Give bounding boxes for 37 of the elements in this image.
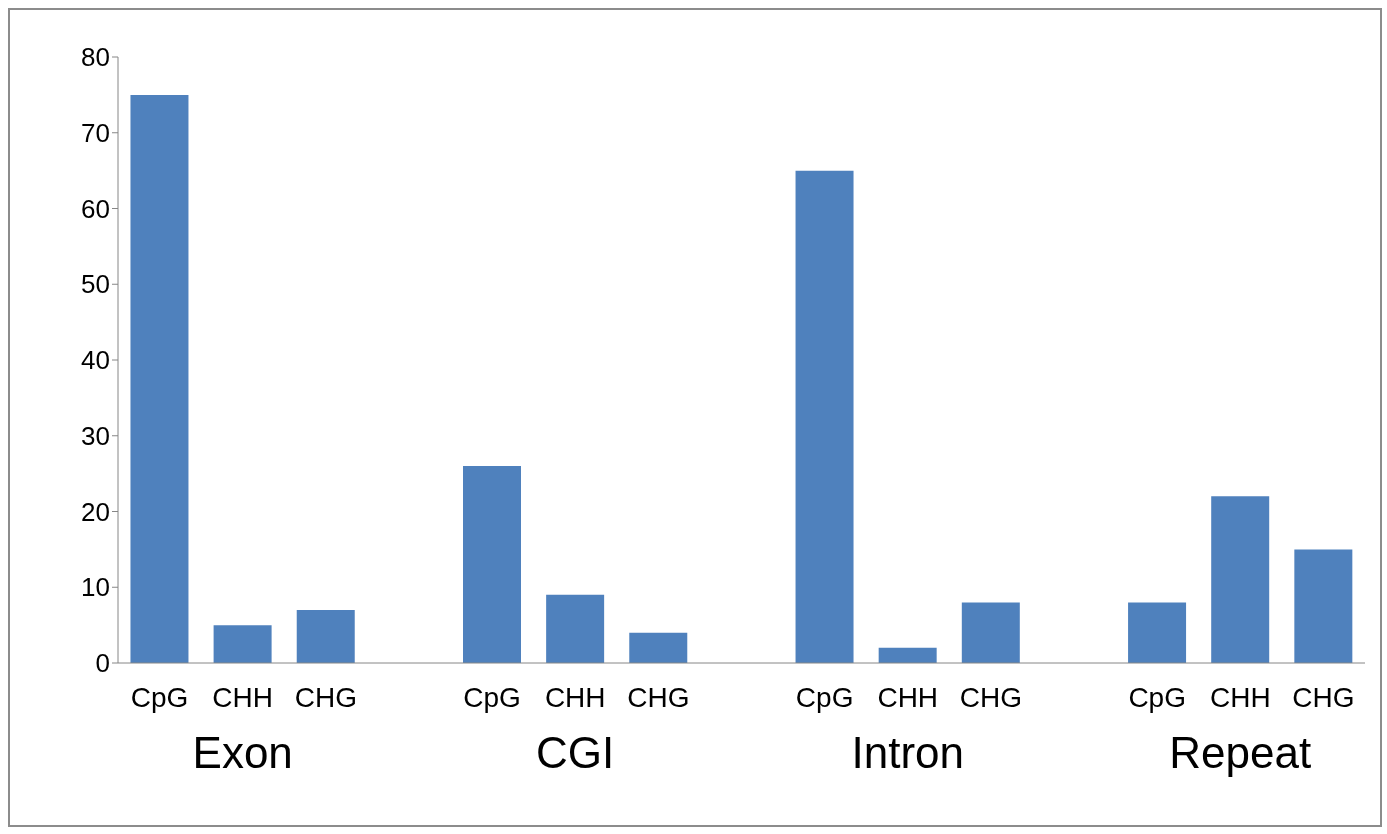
x-tick-label: CpG <box>795 681 854 713</box>
y-tick-label: 0 <box>95 648 110 679</box>
x-tick-label: CHH <box>877 681 939 713</box>
bar <box>130 94 189 663</box>
text: CGI <box>535 728 616 778</box>
bar <box>546 594 605 663</box>
bar <box>463 466 521 663</box>
x-tick-label: CHH <box>544 681 606 713</box>
text: Intron <box>850 728 965 778</box>
y-tick-label: 30 <box>81 420 110 451</box>
bar <box>629 632 688 663</box>
x-tick-label: CHG <box>1292 681 1355 713</box>
x-tick-label: CHG <box>627 681 690 713</box>
x-tick-label: CpG <box>463 681 521 713</box>
x-tick-label: CHG <box>959 681 1023 713</box>
bar <box>961 602 1020 663</box>
y-tick-label: 70 <box>81 117 110 148</box>
y-tick-label: 50 <box>81 269 110 300</box>
bar <box>795 170 854 663</box>
y-tick-label: 80 <box>81 42 110 73</box>
bar <box>213 625 272 663</box>
x-tick-label: CpG <box>1128 681 1186 713</box>
x-tick-label: CHH <box>212 681 274 713</box>
y-tick-label: 60 <box>81 193 110 224</box>
y-tick-label: 10 <box>81 572 110 603</box>
bar <box>878 647 937 663</box>
x-tick-label: CHG <box>294 681 357 713</box>
x-tick-label: CHH <box>1209 681 1271 713</box>
x-tick-label: CpG <box>130 681 189 713</box>
bar <box>1128 602 1187 663</box>
bar <box>296 609 355 663</box>
text: Repeat <box>1168 728 1313 778</box>
y-tick-label: 40 <box>81 345 110 376</box>
y-tick-label: 20 <box>81 496 110 527</box>
bar <box>1294 549 1353 663</box>
bar <box>1211 496 1270 663</box>
text: Exon <box>191 728 294 778</box>
